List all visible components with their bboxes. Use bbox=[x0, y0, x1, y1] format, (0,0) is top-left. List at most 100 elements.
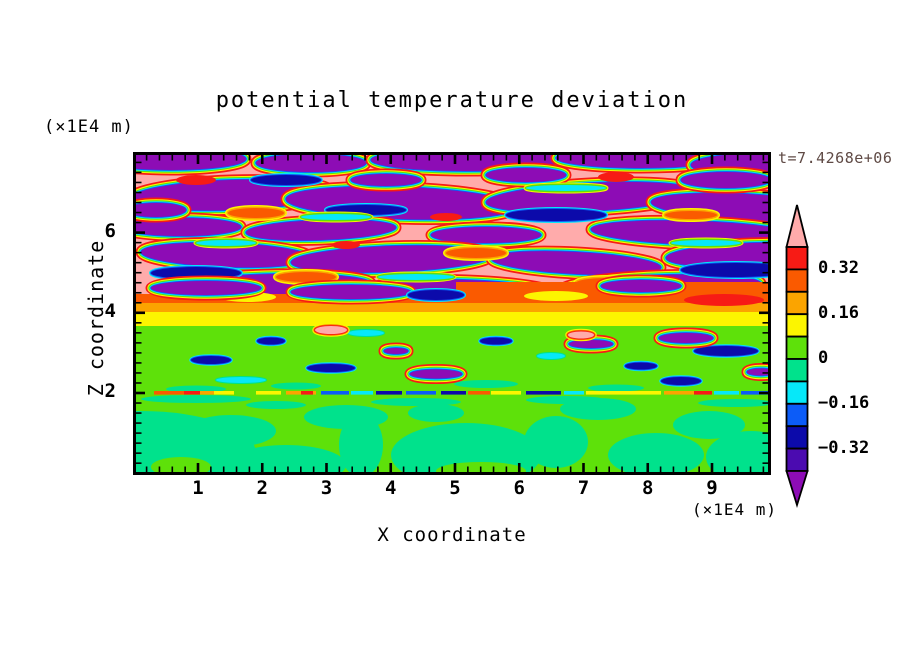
bottom-plumes bbox=[526, 396, 606, 404]
x-tick-label: 8 bbox=[642, 477, 654, 499]
bottom-plumes bbox=[226, 445, 346, 472]
x-tick-label: 2 bbox=[256, 477, 268, 499]
colorbar-tick-label: 0.16 bbox=[818, 303, 859, 324]
transition-patches bbox=[291, 285, 411, 299]
middle-blobs bbox=[348, 330, 384, 336]
bottom-plumes bbox=[246, 401, 306, 409]
colorbar-tick-label: 0.32 bbox=[818, 258, 859, 279]
z2-streak bbox=[664, 391, 694, 395]
colorbar-box bbox=[785, 268, 809, 293]
middle-blobs bbox=[191, 356, 231, 364]
upper-deep-blobs bbox=[351, 174, 421, 186]
upper-warm-spots bbox=[228, 208, 284, 218]
colorbar bbox=[785, 204, 809, 509]
middle-blobs bbox=[568, 331, 594, 339]
transition-patches bbox=[151, 281, 261, 295]
z2-streak bbox=[714, 391, 739, 395]
z2-streak bbox=[468, 391, 490, 395]
colorbar-box bbox=[785, 358, 809, 383]
colorbar-box bbox=[785, 380, 809, 405]
upper-deep-blobs bbox=[141, 242, 311, 268]
z2-streak bbox=[526, 391, 561, 395]
colorbar-box bbox=[785, 447, 809, 472]
bottom-plumes bbox=[673, 411, 745, 439]
middle-blobs bbox=[166, 385, 226, 393]
z2-streak bbox=[741, 391, 768, 395]
upper-deep-blobs bbox=[136, 203, 186, 217]
transition-bands bbox=[136, 312, 768, 326]
bottom-plumes bbox=[706, 431, 768, 472]
upper-navy-blobs bbox=[506, 209, 606, 221]
middle-blobs bbox=[216, 377, 266, 383]
middle-blobs bbox=[454, 380, 518, 388]
transition-bands bbox=[136, 303, 768, 312]
x-tick-label: 1 bbox=[192, 477, 204, 499]
upper-warm-spots bbox=[665, 211, 717, 219]
middle-blobs bbox=[569, 340, 613, 348]
middle-blobs bbox=[257, 337, 285, 345]
z2-streak bbox=[351, 391, 373, 395]
transition-patches bbox=[601, 280, 681, 292]
colorbar-box bbox=[785, 425, 809, 450]
x-tick-label: 3 bbox=[320, 477, 333, 499]
upper-navy-blobs bbox=[251, 175, 321, 185]
middle-blobs bbox=[307, 364, 355, 372]
upper-cyan-streaks bbox=[671, 240, 741, 246]
z2-streak bbox=[184, 391, 200, 395]
x-tick-label: 5 bbox=[449, 477, 461, 499]
transition-patches bbox=[408, 290, 464, 300]
colorbar-box bbox=[785, 290, 809, 316]
x-tick-label: 4 bbox=[385, 477, 397, 499]
upper-warm-spots bbox=[446, 248, 506, 258]
colorbar-box bbox=[785, 335, 809, 360]
middle-blobs bbox=[661, 377, 701, 385]
upper-warm-spots bbox=[430, 213, 462, 221]
colorbar-arrow-bottom bbox=[785, 470, 809, 509]
middle-blobs bbox=[271, 382, 321, 390]
upper-deep-blobs bbox=[136, 155, 246, 170]
upper-warm-spots bbox=[598, 172, 634, 182]
transition-patches bbox=[524, 291, 588, 301]
z2-streak bbox=[256, 391, 281, 395]
z2-streak bbox=[406, 391, 436, 395]
upper-deep-blobs bbox=[486, 168, 566, 182]
middle-blobs bbox=[625, 362, 657, 370]
x-axis-title: X coordinate bbox=[377, 524, 527, 546]
bottom-plumes bbox=[391, 423, 541, 472]
middle-blobs bbox=[659, 333, 713, 343]
time-stamp-label: t=7.4268e+06 bbox=[778, 149, 893, 167]
upper-cyan-streaks bbox=[301, 214, 371, 220]
y-tick-label: 6 bbox=[104, 219, 116, 242]
z2-streak bbox=[564, 391, 584, 395]
z2-streak bbox=[491, 391, 521, 395]
middle-blobs bbox=[694, 346, 758, 356]
colorbar-box bbox=[785, 402, 809, 428]
x-tick-label: 6 bbox=[513, 477, 525, 499]
contour-field bbox=[136, 155, 768, 472]
colorbar-box bbox=[785, 313, 809, 338]
upper-deep-blobs bbox=[556, 155, 726, 168]
upper-deep-blobs bbox=[666, 242, 768, 268]
middle-blobs bbox=[480, 337, 512, 345]
upper-warm-spots bbox=[276, 272, 336, 282]
plot-area bbox=[133, 152, 771, 475]
z2-streak bbox=[154, 391, 184, 395]
z2-streak bbox=[214, 391, 234, 395]
colorbar-tick-label: 0 bbox=[818, 348, 829, 368]
upper-deep-blobs bbox=[136, 218, 241, 236]
x-tick-label: 7 bbox=[577, 477, 590, 499]
upper-deep-blobs bbox=[291, 245, 491, 273]
z2-streak bbox=[376, 391, 402, 395]
upper-navy-blobs bbox=[681, 263, 768, 277]
colorbar-tick-label: −0.16 bbox=[818, 392, 870, 413]
bottom-plumes bbox=[408, 404, 464, 422]
bottom-plumes bbox=[524, 416, 588, 468]
upper-warm-spots bbox=[332, 241, 360, 249]
middle-blobs bbox=[410, 369, 462, 379]
middle-blobs bbox=[588, 384, 644, 392]
bottom-plumes bbox=[608, 433, 704, 472]
y-axis-unit-label: (×1E4 m) bbox=[44, 117, 134, 137]
chart-title: potential temperature deviation bbox=[215, 88, 689, 113]
upper-deep-blobs bbox=[491, 251, 661, 275]
